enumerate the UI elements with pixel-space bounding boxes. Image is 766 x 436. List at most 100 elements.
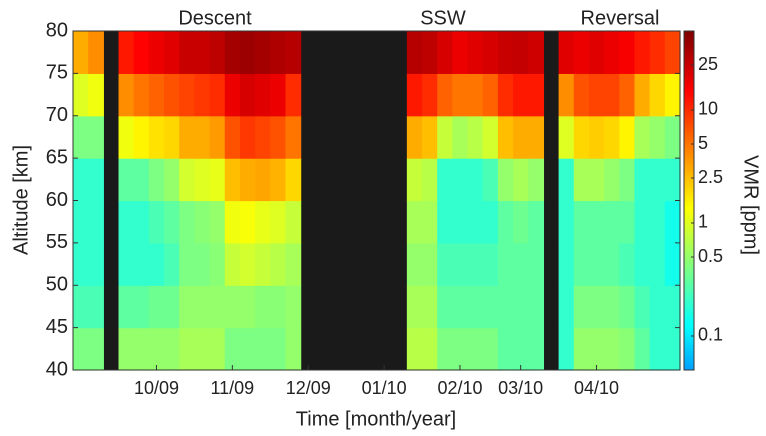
heat-cell bbox=[604, 200, 620, 244]
heat-cell bbox=[194, 327, 211, 371]
colorbar-segment bbox=[684, 242, 694, 247]
heat-cell bbox=[467, 73, 484, 117]
colorbar-segment bbox=[684, 112, 694, 117]
heat-cell bbox=[209, 242, 226, 286]
colorbar-tick-label: 5 bbox=[698, 133, 708, 153]
colorbar-segment bbox=[684, 79, 694, 83]
colorbar-segment bbox=[684, 319, 694, 323]
heat-cell bbox=[179, 285, 195, 329]
heat-cell bbox=[148, 327, 165, 371]
colorbar-segment bbox=[684, 197, 694, 201]
y-tick-label: 60 bbox=[46, 189, 68, 211]
heat-cell bbox=[482, 158, 499, 202]
heat-cell bbox=[164, 285, 180, 329]
colorbar-segment bbox=[684, 118, 694, 122]
heat-cell bbox=[482, 242, 499, 286]
heat-cell bbox=[88, 115, 104, 159]
heat-cell bbox=[164, 31, 180, 74]
colorbar-segment bbox=[684, 225, 694, 230]
heat-cell bbox=[467, 242, 484, 286]
colorbar-tick-label: 0.1 bbox=[698, 325, 723, 345]
heat-cell bbox=[588, 285, 605, 329]
colorbar-segment bbox=[684, 98, 694, 103]
heat-cell bbox=[179, 73, 195, 117]
heat-cell bbox=[118, 158, 135, 202]
y-tick-label: 55 bbox=[46, 231, 68, 253]
heat-cell bbox=[406, 242, 423, 286]
heat-cell bbox=[73, 158, 89, 202]
colorbar-segment bbox=[684, 307, 694, 312]
heat-cell bbox=[558, 285, 575, 329]
colorbar-segment bbox=[684, 208, 694, 213]
colorbar-segment bbox=[684, 248, 694, 252]
heat-cell bbox=[164, 200, 180, 244]
heat-cell bbox=[497, 158, 514, 202]
colorbar-segment bbox=[684, 245, 694, 250]
heat-cell bbox=[88, 31, 104, 74]
heat-cell bbox=[482, 73, 499, 117]
heat-cell bbox=[164, 73, 180, 117]
heat-cell bbox=[467, 327, 484, 371]
heat-cell bbox=[588, 158, 605, 202]
colorbar-segment bbox=[684, 347, 694, 351]
colorbar-segment bbox=[684, 271, 694, 275]
heat-cell bbox=[209, 200, 226, 244]
heat-cell bbox=[573, 115, 590, 159]
colorbar-segment bbox=[684, 76, 694, 80]
heat-cell bbox=[209, 285, 226, 329]
colorbar-segment bbox=[684, 101, 694, 105]
heat-cell bbox=[452, 242, 469, 286]
heat-cell bbox=[497, 73, 514, 117]
colorbar-segment bbox=[684, 310, 694, 314]
x-tick-label: 12/09 bbox=[286, 378, 331, 398]
heat-cell bbox=[634, 285, 651, 329]
heat-cell bbox=[437, 327, 453, 371]
heat-cell bbox=[437, 285, 453, 329]
x-tick-label: 02/10 bbox=[437, 378, 482, 398]
colorbar-tick-label: 0.5 bbox=[698, 246, 723, 266]
x-axis-label: Time [month/year] bbox=[296, 408, 456, 430]
colorbar-segment bbox=[684, 330, 694, 334]
heat-cell bbox=[133, 200, 150, 244]
heat-cell bbox=[224, 327, 241, 371]
heat-cell bbox=[133, 115, 150, 159]
heat-cell bbox=[588, 200, 605, 244]
heat-cell bbox=[437, 158, 453, 202]
heat-cell bbox=[664, 158, 681, 202]
heat-cell bbox=[649, 158, 666, 202]
heat-cell bbox=[255, 73, 271, 117]
colorbar-segment bbox=[684, 290, 694, 295]
heat-cell bbox=[422, 242, 438, 286]
colorbar-segment bbox=[684, 353, 694, 357]
heat-cell bbox=[270, 158, 287, 202]
colorbar-segment bbox=[684, 200, 694, 204]
heat-cell bbox=[148, 73, 165, 117]
y-tick-label: 45 bbox=[46, 316, 68, 338]
heat-cell bbox=[239, 73, 256, 117]
colorbar-segment bbox=[684, 223, 694, 227]
heat-cell bbox=[649, 285, 666, 329]
colorbar-tick-label: 2.5 bbox=[698, 167, 723, 187]
heat-cell bbox=[164, 327, 180, 371]
colorbar-segment bbox=[684, 273, 694, 278]
heat-cell bbox=[634, 200, 651, 244]
heat-cell bbox=[513, 327, 529, 371]
heat-cell bbox=[270, 73, 287, 117]
heat-cell bbox=[528, 242, 545, 286]
colorbar-segment bbox=[684, 228, 694, 233]
heat-cell bbox=[224, 242, 241, 286]
colorbar-segment bbox=[684, 93, 694, 97]
heat-cell bbox=[422, 327, 438, 371]
colorbar-segment bbox=[684, 367, 694, 371]
heat-cell bbox=[528, 115, 545, 159]
annotation: Reversal bbox=[581, 7, 660, 29]
heat-cell bbox=[619, 73, 636, 117]
heat-cell bbox=[179, 115, 195, 159]
heat-cell bbox=[497, 285, 514, 329]
heat-cell bbox=[497, 200, 514, 244]
colorbar-segment bbox=[684, 217, 694, 221]
heat-cell bbox=[285, 73, 302, 117]
heat-cell bbox=[148, 158, 165, 202]
colorbar-segment bbox=[684, 361, 694, 365]
colorbar-segment bbox=[684, 104, 694, 108]
